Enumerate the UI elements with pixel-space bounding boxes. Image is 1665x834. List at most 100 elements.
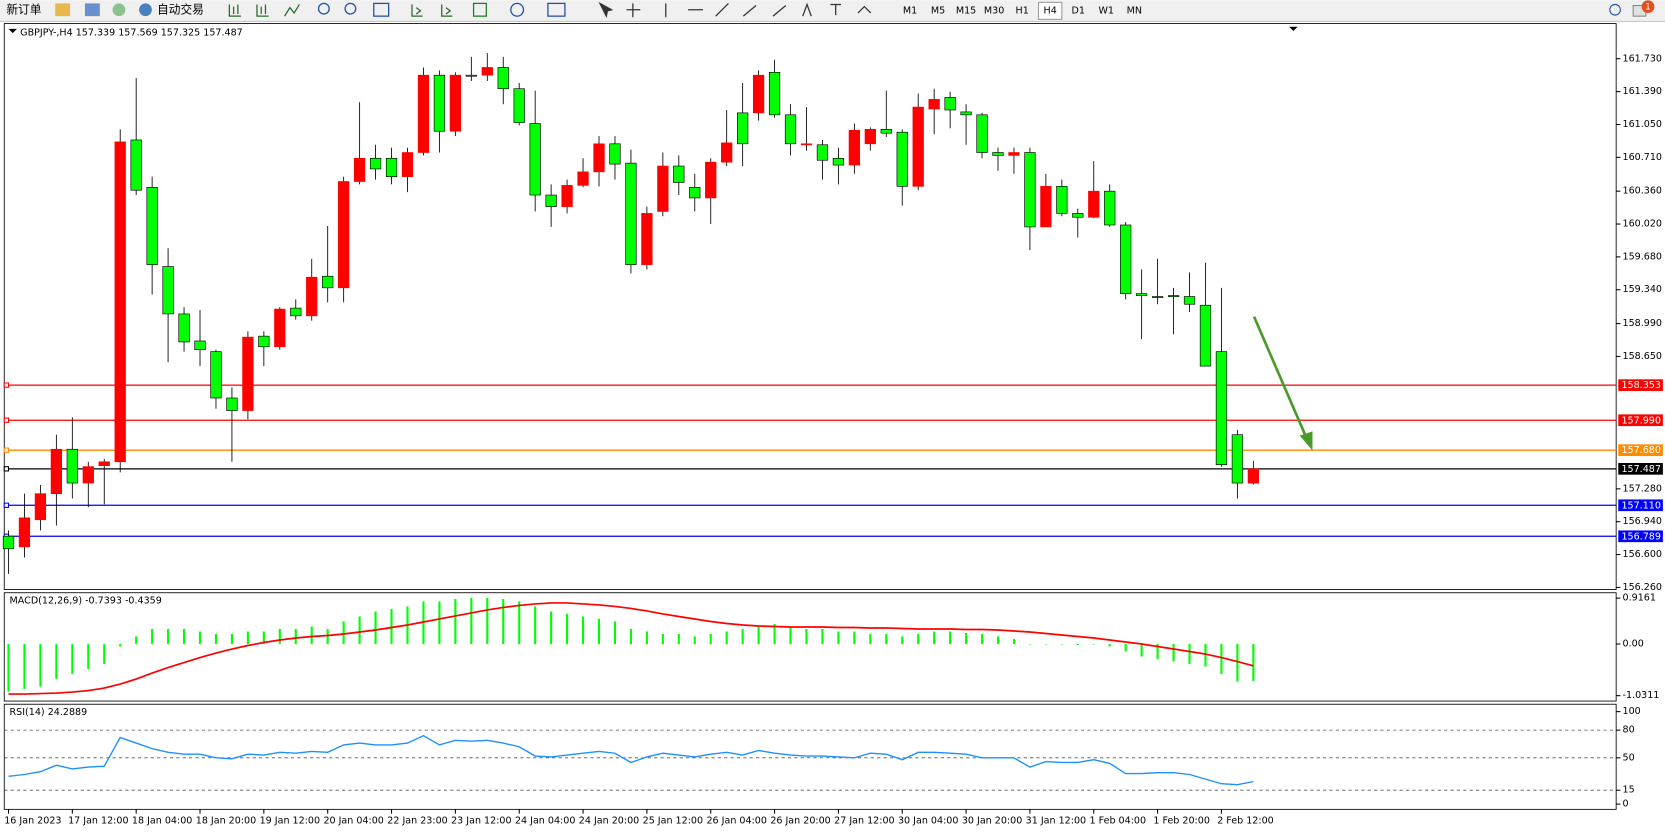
icon[interactable]	[510, 2, 525, 17]
search-icon[interactable]	[1609, 3, 1621, 16]
icon[interactable]	[547, 2, 566, 17]
macd-bar	[661, 633, 664, 645]
macd-bar	[613, 621, 617, 645]
rsi-title: RSI(14) 24.2889	[10, 707, 88, 718]
icon[interactable]	[317, 2, 330, 15]
candle-body	[561, 185, 573, 207]
icon[interactable]	[112, 3, 126, 17]
icon[interactable]	[55, 3, 71, 17]
macd-bar	[214, 633, 218, 645]
timeframe-button[interactable]: W1	[1098, 5, 1114, 16]
timeframe-button[interactable]: M30	[984, 5, 1004, 16]
candle-body	[976, 114, 988, 153]
macd-bar	[1172, 644, 1175, 662]
level-label: 158.353	[1621, 380, 1660, 391]
macd-bar	[1044, 644, 1047, 645]
macd-bar	[566, 613, 569, 645]
macd-bar	[1156, 644, 1159, 660]
macd-bar	[39, 644, 42, 687]
timeframe-button[interactable]: D1	[1071, 5, 1084, 16]
macd-bar	[486, 597, 489, 645]
notification-badge[interactable]	[1641, 0, 1655, 13]
macd-bar	[454, 598, 457, 645]
new-order-button[interactable]: 新订单	[6, 2, 41, 16]
candle-body	[1231, 434, 1244, 484]
candle-body	[162, 266, 174, 315]
timeframe-button[interactable]: MN	[1127, 5, 1142, 16]
timeframe-button[interactable]: H1	[1016, 5, 1029, 16]
macd-panel	[3, 592, 1617, 702]
x-tick-label: 2 Feb 12:00	[1217, 816, 1274, 827]
icon[interactable]	[373, 2, 390, 17]
timeframe-button[interactable]: M15	[956, 5, 976, 16]
macd-bar	[821, 628, 824, 645]
candle-body	[66, 448, 78, 484]
icon[interactable]	[256, 4, 269, 17]
macd-bar	[1060, 644, 1063, 645]
icon[interactable]	[84, 3, 100, 17]
macd-bar	[534, 606, 537, 645]
level-handle	[3, 502, 10, 508]
candle-body	[737, 112, 749, 145]
level-handle	[3, 447, 10, 453]
candle-body	[449, 74, 461, 132]
icon[interactable]	[228, 4, 242, 17]
candle-body	[848, 129, 860, 166]
level-label-box	[1618, 499, 1663, 512]
candle-body	[1136, 293, 1148, 296]
main-panel	[3, 23, 1617, 590]
x-tick-label: 22 Jan 23:00	[387, 816, 447, 827]
candle-body	[258, 335, 270, 348]
level-label-box	[1618, 444, 1663, 457]
macd-bar	[741, 628, 744, 645]
candle-body	[178, 313, 190, 343]
macd-bar	[103, 644, 106, 665]
candle-body	[242, 336, 254, 411]
icon[interactable]	[802, 2, 872, 17]
candle-body	[609, 143, 621, 165]
icon[interactable]	[598, 1, 614, 19]
candle-body	[1120, 224, 1132, 294]
icon[interactable]	[472, 2, 487, 17]
candle-body	[417, 74, 430, 153]
macd-bar	[853, 631, 856, 645]
macd-bar	[629, 628, 632, 645]
macd-bar	[135, 636, 138, 645]
macd-bar	[1220, 644, 1223, 675]
candle-body	[1040, 186, 1052, 228]
macd-bar	[885, 633, 888, 645]
candle-body	[1072, 213, 1084, 218]
candle-body	[721, 142, 733, 163]
icon[interactable]	[284, 4, 300, 17]
auto-trade-icon[interactable]	[139, 3, 152, 17]
candle-body	[18, 517, 31, 548]
timeframe-button[interactable]: H4	[1044, 5, 1057, 16]
candle-body	[752, 74, 765, 114]
macd-bar	[550, 611, 553, 645]
macd-bar	[1140, 644, 1143, 657]
icon[interactable]	[665, 2, 787, 18]
x-tick-label: 30 Jan 20:00	[962, 816, 1022, 827]
toolbar	[0, 0, 1665, 22]
plot-area: 161.730 161.390 161.050 160.710 160.360 160.0…	[2, 52, 1663, 827]
x-tick-label: 24 Jan 20:00	[579, 816, 639, 827]
timeframe-button[interactable]: M1	[903, 5, 917, 16]
timeframe-button[interactable]: M5	[931, 5, 945, 16]
auto-trade-button[interactable]: 自动交易	[157, 2, 204, 16]
icon[interactable]	[626, 3, 641, 18]
macd-bar	[789, 626, 792, 645]
icon[interactable]	[344, 2, 357, 15]
x-tick-label: 1 Feb 04:00	[1090, 816, 1147, 827]
level-label: 157.110	[1621, 500, 1660, 511]
level-label-box	[1618, 379, 1663, 391]
icon[interactable]	[441, 4, 453, 17]
candle-body	[992, 152, 1004, 156]
icon[interactable]	[411, 4, 423, 17]
macd-bar	[1076, 644, 1079, 646]
macd-bar	[1204, 644, 1207, 667]
signal-line	[8, 602, 1254, 695]
y-tick-label: 161.730	[1623, 53, 1662, 64]
macd-bar	[805, 628, 808, 645]
y-tick-label: 158.990	[1623, 318, 1662, 329]
